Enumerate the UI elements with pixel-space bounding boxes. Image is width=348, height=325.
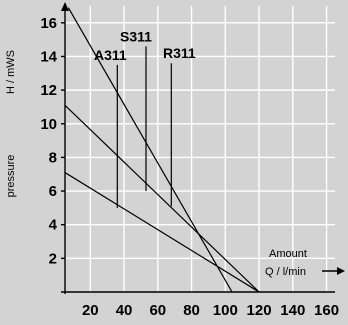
y-tick-label: 8 — [49, 149, 57, 166]
y-axis-unit: H / mWS — [5, 50, 17, 94]
x-tick-label: 60 — [149, 302, 166, 319]
x-tick-label: 20 — [82, 302, 99, 319]
y-axis-title: pressure — [5, 155, 17, 198]
series-line-a311 — [64, 172, 260, 293]
x-tick-label: 120 — [247, 302, 272, 319]
series-label-s311: S311 — [120, 28, 152, 44]
series-line-r311 — [67, 7, 233, 293]
series-line-s311 — [64, 104, 260, 293]
axis-layer — [61, 2, 335, 294]
series-layer — [64, 7, 260, 293]
grid-layer — [65, 6, 335, 292]
label-layer: 2 4 6 8 10 12 14 16 20 40 60 80 100 120 140 160 H / mWS p… — [5, 15, 345, 319]
x-axis-title: Amount — [269, 248, 307, 260]
y-tick-label: 2 — [49, 250, 57, 267]
y-tick-label: 14 — [40, 48, 57, 65]
x-tick-label: 80 — [183, 302, 200, 319]
series-label-r311: R311 — [163, 45, 196, 61]
y-tick-label: 10 — [40, 116, 57, 133]
y-tick-label: 16 — [40, 15, 57, 32]
y-axis-arrow — [61, 2, 69, 11]
y-tick-label: 12 — [40, 82, 57, 99]
y-tick-label: 4 — [49, 217, 58, 234]
y-tick-label: 6 — [49, 183, 57, 200]
x-tick-label: 160 — [314, 302, 339, 319]
x-axis-unit-arrow-head — [337, 267, 345, 275]
x-tick-label: 140 — [280, 302, 305, 319]
x-tick-label: 40 — [116, 302, 133, 319]
x-tick-label: 100 — [213, 302, 238, 319]
series-label-a311: A311 — [94, 47, 127, 63]
x-axis-unit: Q / l/min — [265, 266, 306, 278]
